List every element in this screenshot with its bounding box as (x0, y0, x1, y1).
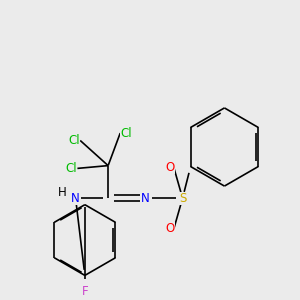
Text: O: O (166, 222, 175, 236)
Text: N: N (71, 192, 80, 205)
Text: O: O (166, 161, 175, 174)
Text: F: F (82, 285, 88, 298)
Text: Cl: Cl (69, 134, 80, 147)
Text: N: N (141, 192, 150, 205)
Text: Cl: Cl (120, 127, 132, 140)
Text: H: H (58, 186, 66, 199)
Text: S: S (179, 192, 186, 205)
Text: Cl: Cl (66, 162, 77, 175)
